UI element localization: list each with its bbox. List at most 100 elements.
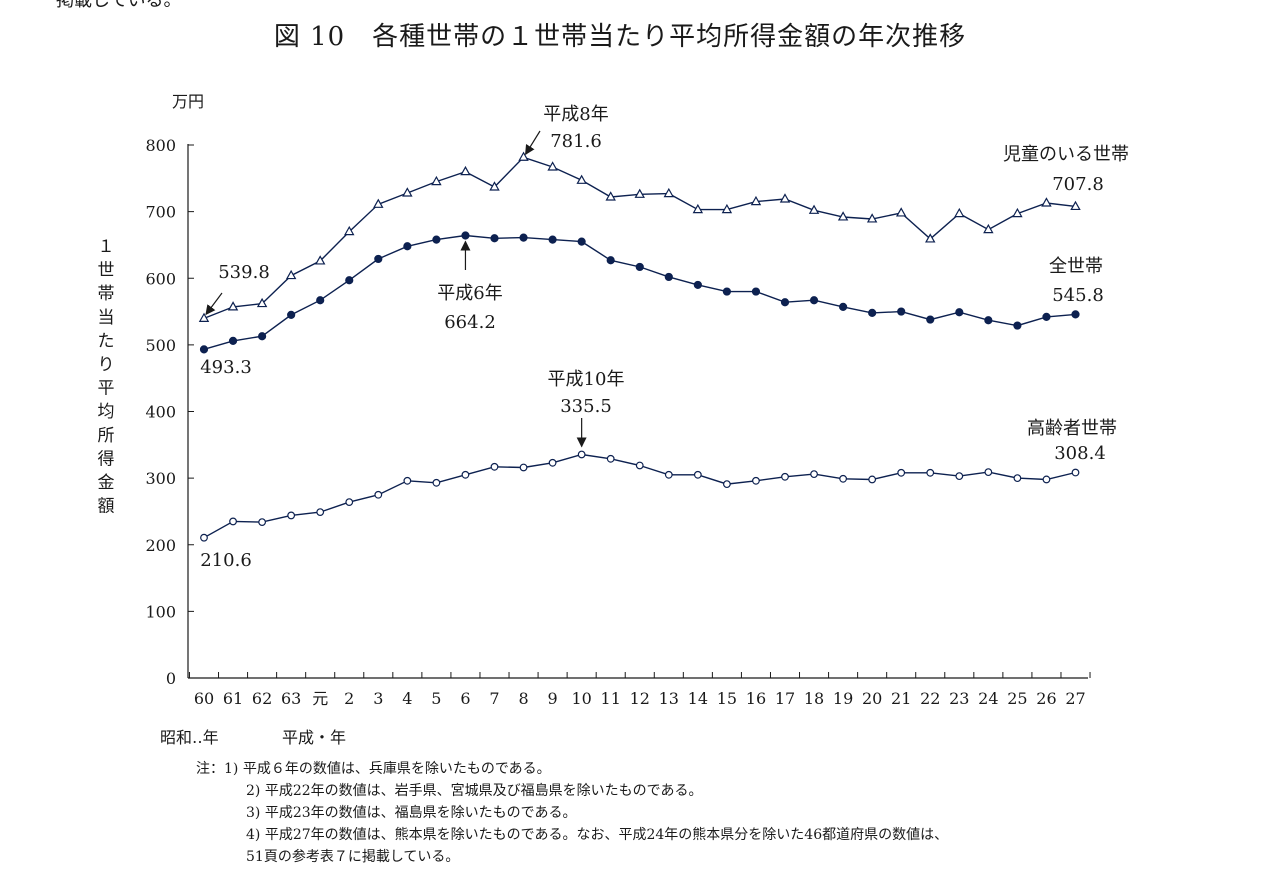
data-point <box>1071 310 1080 319</box>
era-label-heisei: 平成・年 <box>282 728 347 747</box>
data-point <box>1042 312 1051 321</box>
data-point <box>663 187 675 198</box>
data-point <box>605 191 616 201</box>
data-point <box>1071 468 1080 477</box>
footnotes: 注：1) 平成６年の数値は、兵庫県を除いたものである。 2) 平成22年の数値は… <box>196 758 948 868</box>
series-line <box>203 156 1076 320</box>
arrow-children-start <box>205 292 223 316</box>
data-point <box>926 468 935 477</box>
footnote-3: 3) 平成23年の数値は、福島県を除いたものである。 <box>246 805 577 821</box>
footnote-4: 4) 平成27年の数値は、熊本県を除いたものである。なお、平成24年の熊本県分を… <box>246 827 949 843</box>
data-point <box>606 454 615 463</box>
data-point <box>256 297 268 308</box>
data-point <box>808 204 820 214</box>
data-point <box>460 165 471 176</box>
data-point <box>229 517 237 526</box>
y-tick-label: 200 <box>145 536 176 555</box>
data-point <box>722 287 732 296</box>
chart-series <box>198 151 1081 542</box>
data-point <box>634 188 645 198</box>
data-point <box>925 233 936 243</box>
data-point <box>751 287 761 296</box>
data-point <box>664 272 673 282</box>
label-elderly-end: 308.4 <box>1054 443 1106 464</box>
data-point <box>403 476 412 485</box>
legend-elderly: 高齢者世帯 <box>1027 418 1117 439</box>
series-2 <box>200 450 1080 542</box>
data-point <box>374 254 383 264</box>
data-point <box>548 458 557 467</box>
y-tick-label: 500 <box>145 336 176 355</box>
data-point <box>1013 321 1022 330</box>
data-point <box>1070 200 1081 211</box>
x-tick-label: 7 <box>489 689 499 708</box>
x-tick-label: 3 <box>373 689 383 708</box>
data-point <box>577 450 586 459</box>
data-point <box>897 468 906 477</box>
data-point <box>868 475 877 484</box>
data-point <box>432 478 441 487</box>
data-point <box>926 315 935 324</box>
data-point <box>490 234 499 243</box>
footnote-4-continued: 51頁の参考表７に掲載している。 <box>246 849 460 865</box>
data-point <box>489 181 500 191</box>
label-heisei10: 平成10年 <box>548 369 625 390</box>
data-point <box>752 476 760 485</box>
x-tick-label: 元 <box>312 689 328 708</box>
data-point <box>547 161 558 171</box>
y-tick-label: 300 <box>145 469 176 488</box>
data-point <box>518 151 529 161</box>
data-point <box>314 255 326 265</box>
data-point <box>723 480 731 489</box>
x-tick-label: 24 <box>978 689 998 708</box>
data-point <box>750 195 762 206</box>
data-point <box>810 470 818 479</box>
data-point <box>519 233 528 242</box>
data-point <box>258 332 267 341</box>
data-point <box>227 301 239 311</box>
data-point <box>199 345 209 354</box>
data-point <box>897 307 906 316</box>
data-point <box>461 231 470 240</box>
x-tick-label: 2 <box>344 689 354 708</box>
data-point <box>374 490 383 499</box>
data-point <box>490 462 499 471</box>
data-point <box>721 203 733 214</box>
data-point <box>954 207 965 218</box>
data-point <box>839 474 847 483</box>
x-tick-label: 11 <box>601 689 621 708</box>
data-point <box>577 237 586 246</box>
x-tick-label: 23 <box>949 689 969 708</box>
data-point <box>606 256 615 265</box>
data-point <box>402 187 413 197</box>
data-point <box>285 269 297 280</box>
data-point <box>548 235 557 244</box>
data-point <box>984 316 993 325</box>
data-point <box>519 463 528 472</box>
label-all-end: 545.8 <box>1052 285 1104 306</box>
data-point <box>868 308 877 317</box>
data-point <box>866 213 878 223</box>
x-tick-label: 5 <box>431 689 441 708</box>
data-point <box>431 175 442 186</box>
x-tick-label: 21 <box>891 689 911 708</box>
x-tick-label: 9 <box>548 689 558 708</box>
y-tick-label: 700 <box>145 203 176 222</box>
x-tick-label: 62 <box>252 689 272 708</box>
label-heisei8-value: 781.6 <box>550 131 602 152</box>
y-tick-label: 800 <box>145 136 176 155</box>
x-tick-label: 6 <box>460 689 470 708</box>
data-point <box>344 225 355 236</box>
label-heisei6-value: 664.2 <box>444 312 496 333</box>
data-point <box>287 310 296 319</box>
data-point <box>664 470 673 479</box>
data-point <box>1041 197 1052 207</box>
x-tick-label: 22 <box>920 689 940 708</box>
y-tick-label: 100 <box>145 602 176 621</box>
data-point <box>895 207 907 217</box>
data-point <box>780 298 790 307</box>
data-point <box>984 468 993 477</box>
data-point <box>779 193 791 203</box>
legend-all: 全世帯 <box>1049 256 1103 277</box>
data-point <box>228 336 238 345</box>
